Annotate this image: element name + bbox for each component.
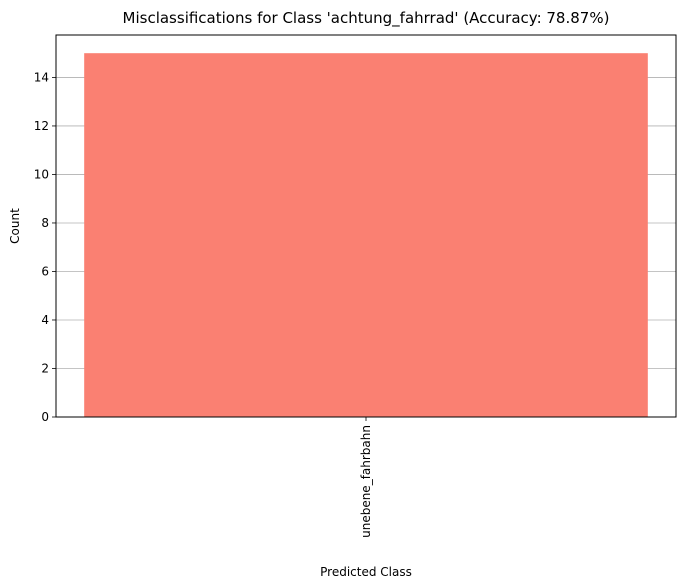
y-tick-label: 0: [41, 410, 49, 424]
bar-unebene_fahrbahn: [84, 53, 648, 417]
y-tick-label: 14: [34, 70, 49, 84]
y-tick-label: 2: [41, 361, 49, 375]
chart-title: Misclassifications for Class 'achtung_fa…: [123, 9, 610, 28]
bars: [84, 53, 648, 417]
x-axis-ticks: unebene_fahrbahn: [359, 417, 373, 538]
y-tick-label: 6: [41, 264, 49, 278]
y-axis-ticks: 0 2 4 6 8 10 12 14: [34, 70, 56, 424]
y-tick-label: 4: [41, 313, 49, 327]
y-tick-label: 8: [41, 216, 49, 230]
y-axis-label: Count: [8, 208, 22, 244]
x-tick-label: unebene_fahrbahn: [359, 425, 373, 538]
y-tick-label: 10: [34, 167, 49, 181]
y-tick-label: 12: [34, 119, 49, 133]
x-axis-label: Predicted Class: [320, 565, 412, 579]
